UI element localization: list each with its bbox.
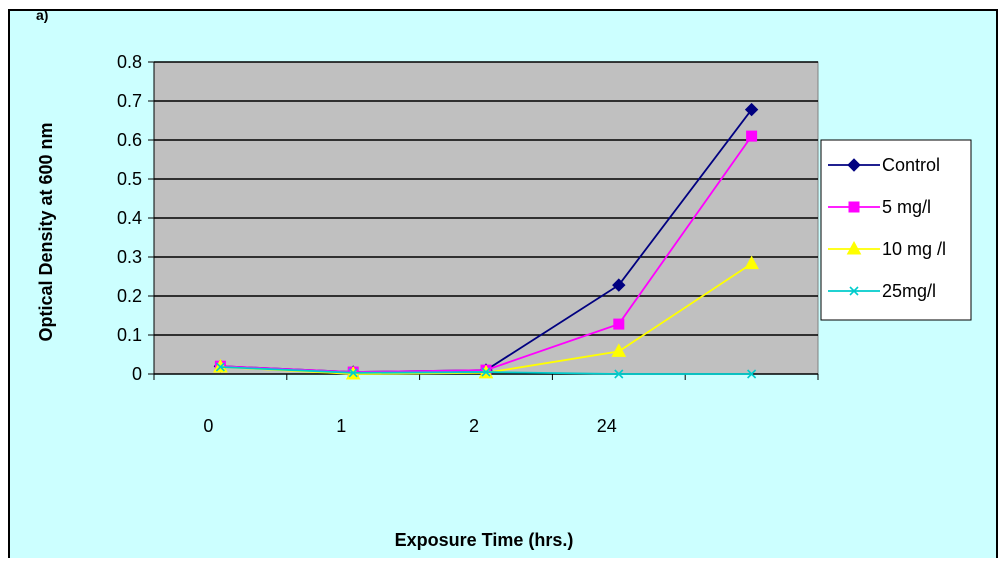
- data-point: [348, 368, 358, 378]
- data-point: [611, 343, 627, 357]
- y-tick-label: 0.6: [117, 130, 142, 150]
- data-point: [746, 130, 758, 142]
- x-axis-title: Exposure Time (hrs.): [395, 530, 574, 550]
- y-tick-label: 0.1: [117, 325, 142, 345]
- legend-entry-0: Control: [828, 155, 940, 175]
- legend-label: 10 mg /l: [882, 239, 946, 259]
- y-tick-label: 0.2: [117, 286, 142, 306]
- y-tick-label: 0.3: [117, 247, 142, 267]
- data-point: [614, 369, 624, 379]
- series-layer: [213, 102, 759, 380]
- data-point: [215, 362, 225, 372]
- legend-label: 25mg/l: [882, 281, 936, 301]
- y-tick-label: 0.8: [117, 52, 142, 72]
- legend-marker: [848, 201, 860, 213]
- y-tick-label: 0.7: [117, 91, 142, 111]
- legend-entry-3: 25mg/l: [828, 281, 936, 301]
- legend-label: Control: [882, 155, 940, 175]
- data-point: [744, 255, 759, 270]
- marker-stroke: [215, 362, 225, 372]
- legend-marker: [847, 158, 861, 172]
- x-tick-label: 0: [203, 416, 213, 436]
- y-axis-title: Optical Density at 600 nm: [36, 122, 56, 341]
- data-point: [481, 367, 491, 377]
- legend: [820, 139, 972, 321]
- data-point: [613, 318, 625, 330]
- data-point: [747, 369, 757, 379]
- legend-entries: Control 5 mg/l 10 mg /l 25mg/l: [828, 155, 946, 301]
- marker-stroke: [481, 367, 491, 377]
- marker-stroke: [849, 286, 859, 296]
- x-tick-label: 2: [469, 416, 479, 436]
- y-axis-ticks: 0 0.1 0.2 0.3 0.4 0.5 0.6 0.7 0.8: [117, 52, 155, 384]
- marker-stroke: [747, 369, 757, 379]
- x-tick-label: 1: [336, 416, 346, 436]
- corner-mark: a): [36, 7, 48, 23]
- legend-marker: [846, 240, 862, 255]
- legend-marker: [849, 286, 859, 296]
- marker-stroke: [614, 369, 624, 379]
- y-tick-label: 0.5: [117, 169, 142, 189]
- legend-entry-1: 5 mg/l: [828, 197, 931, 217]
- data-point: [612, 278, 626, 292]
- legend-label: 5 mg/l: [882, 197, 931, 217]
- data-point: [744, 102, 759, 117]
- y-tick-label: 0.4: [117, 208, 142, 228]
- legend-entry-2: 10 mg /l: [828, 239, 946, 259]
- x-tick-label: 24: [597, 416, 617, 436]
- y-tick-label: 0: [132, 364, 142, 384]
- marker-stroke: [348, 368, 358, 378]
- series-3: [215, 362, 757, 379]
